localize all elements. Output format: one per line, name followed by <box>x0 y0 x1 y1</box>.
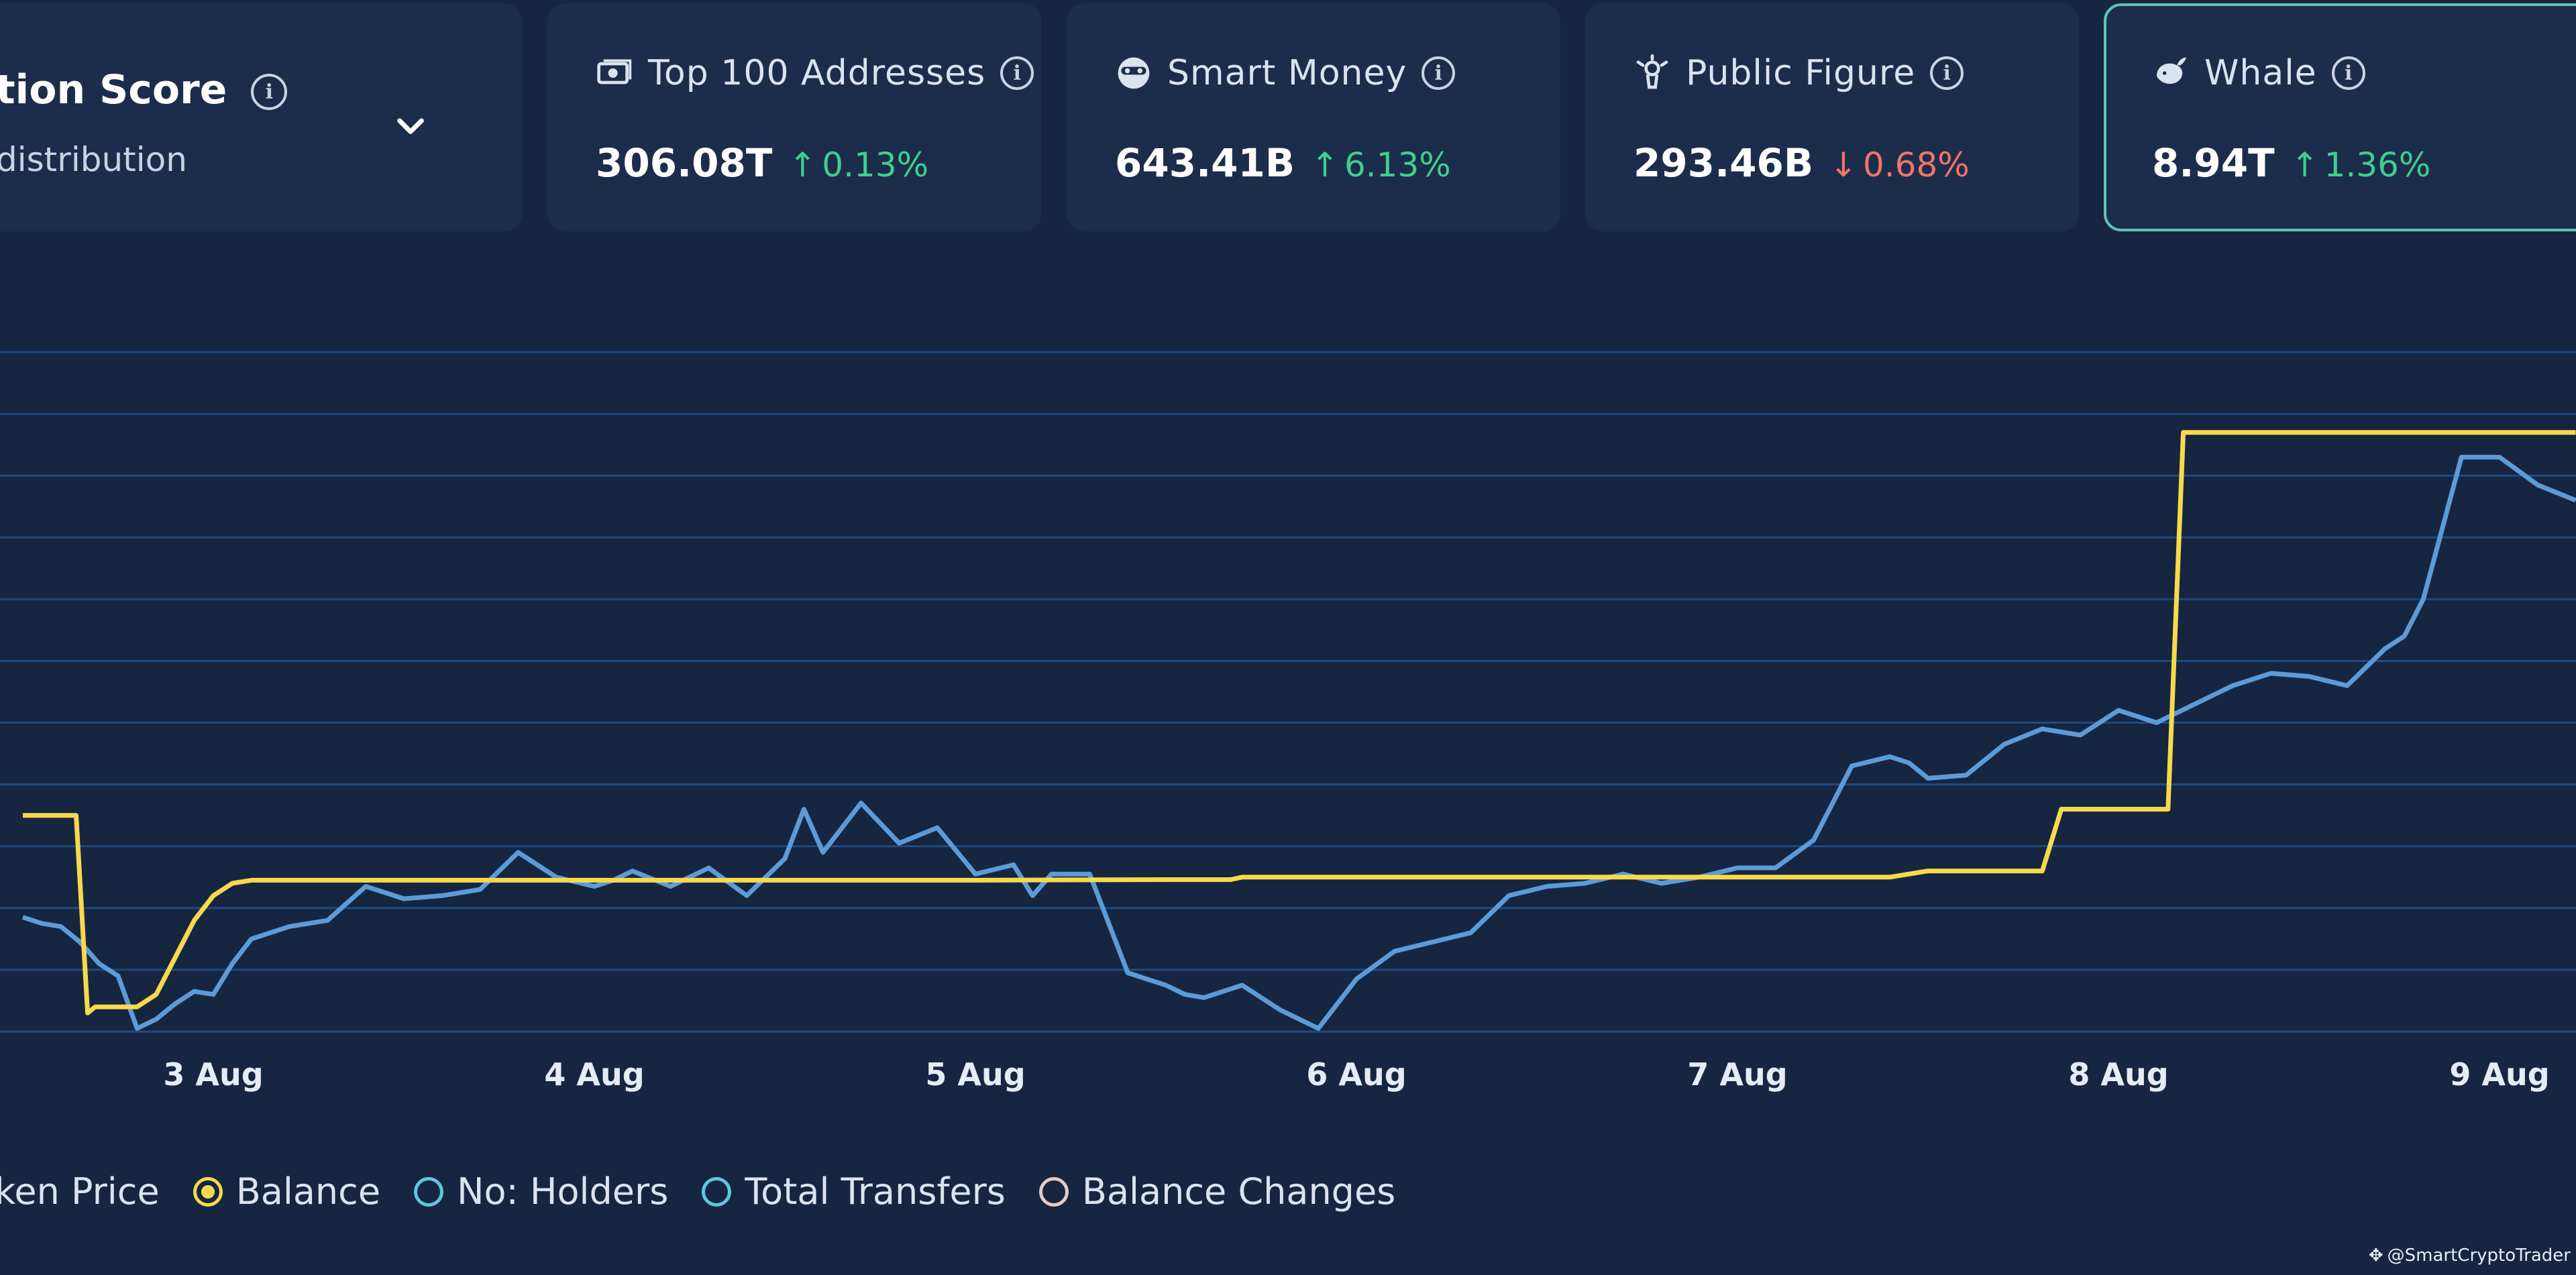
x-tick-label: 8 Aug <box>2068 1056 2168 1093</box>
legend-item-holders[interactable]: No: Holders <box>414 1170 668 1213</box>
legend-label: No: Holders <box>457 1170 669 1213</box>
card-value: 643.41B <box>1115 140 1295 186</box>
card-smart-money[interactable]: Smart Money i 643.41B ↑ 6.13% <box>1067 3 1560 231</box>
legend-label: Total Transfers <box>745 1170 1006 1213</box>
whale-icon <box>2152 54 2190 92</box>
info-icon[interactable]: i <box>1000 56 1034 90</box>
info-icon[interactable]: i <box>2331 56 2365 90</box>
watermark-text: @SmartCryptoTrader <box>2387 1245 2571 1266</box>
x-tick-label: 6 Aug <box>1306 1056 1406 1093</box>
watermark-icon: ✥ <box>2368 1245 2383 1266</box>
balance-chart[interactable]: 3 Aug 4 Aug 5 Aug 6 Aug 7 Aug 8 Aug 9 Aug <box>0 322 2576 1113</box>
change-value: 0.68% <box>1862 146 1970 184</box>
change-badge: ↑ 0.13% <box>788 146 928 184</box>
score-card-subtitle: distribution <box>0 140 187 179</box>
info-icon[interactable]: i <box>1421 56 1456 90</box>
legend-item-balance[interactable]: Balance <box>193 1170 380 1213</box>
chart-x-axis: 3 Aug 4 Aug 5 Aug 6 Aug 7 Aug 8 Aug 9 Aug <box>163 1056 2549 1093</box>
legend-item-balance-changes[interactable]: Balance Changes <box>1038 1170 1396 1213</box>
change-badge: ↑ 1.36% <box>2291 146 2431 184</box>
info-icon[interactable]: i <box>1930 56 1964 90</box>
card-value: 293.46B <box>1633 140 1814 186</box>
x-tick-label: 5 Aug <box>925 1056 1025 1093</box>
chart-series <box>21 430 2576 1031</box>
x-tick-label: 4 Aug <box>544 1056 644 1093</box>
card-whale[interactable]: Whale i 8.94T ↑ 1.36% <box>2104 3 2576 231</box>
card-label: Smart Money <box>1167 53 1407 93</box>
card-value: 306.08T <box>596 140 773 186</box>
arrow-up-icon: ↑ <box>2290 146 2319 184</box>
public-figure-icon <box>1633 54 1671 92</box>
chart-grid <box>0 351 2576 1033</box>
change-badge: ↑ 6.13% <box>1311 146 1451 184</box>
radio-unselected-icon <box>702 1176 732 1207</box>
smart-money-icon <box>1115 54 1152 92</box>
x-tick-label: 3 Aug <box>163 1056 263 1093</box>
card-public-figure[interactable]: Public Figure i 293.46B ↓ 0.68% <box>1585 3 2079 231</box>
legend-item-total-transfers[interactable]: Total Transfers <box>702 1170 1006 1213</box>
score-title-text: tion Score <box>0 66 227 113</box>
change-value: 1.36% <box>2324 146 2431 184</box>
radio-unselected-icon <box>414 1176 444 1207</box>
watermark: ✥ @SmartCryptoTrader <box>2369 1245 2571 1266</box>
info-icon[interactable]: i <box>251 74 288 111</box>
x-tick-label: 9 Aug <box>2449 1056 2549 1093</box>
radio-selected-icon <box>193 1176 223 1207</box>
change-value: 0.13% <box>822 146 929 184</box>
arrow-down-icon: ↓ <box>1829 146 1858 184</box>
chart-legend: ken Price Balance No: Holders Total Tran… <box>0 1170 1429 1213</box>
change-value: 6.13% <box>1344 146 1451 184</box>
x-tick-label: 7 Aug <box>1687 1056 1787 1093</box>
radio-unselected-icon <box>1038 1176 1069 1207</box>
money-icon <box>596 54 633 92</box>
legend-label: ken Price <box>0 1170 160 1213</box>
series-line-balance <box>23 430 2576 1015</box>
arrow-up-icon: ↑ <box>1311 146 1339 184</box>
card-value: 8.94T <box>2152 140 2275 186</box>
arrow-up-icon: ↑ <box>788 146 817 184</box>
legend-item-token-price[interactable]: ken Price <box>0 1170 160 1213</box>
score-card-title: tion Score i <box>0 66 288 113</box>
chevron-down-icon[interactable] <box>392 107 429 144</box>
card-label: Top 100 Addresses <box>648 53 986 93</box>
change-badge: ↓ 0.68% <box>1829 146 1970 184</box>
series-line-token-price <box>21 455 2576 1031</box>
card-label: Public Figure <box>1686 53 1916 93</box>
legend-label: Balance Changes <box>1081 1170 1396 1213</box>
legend-label: Balance <box>235 1170 381 1213</box>
holder-score-card[interactable]: tion Score i distribution <box>0 3 522 231</box>
card-label: Whale <box>2204 53 2317 93</box>
card-top-100-addresses[interactable]: Top 100 Addresses i 306.08T ↑ 0.13% <box>547 3 1041 231</box>
